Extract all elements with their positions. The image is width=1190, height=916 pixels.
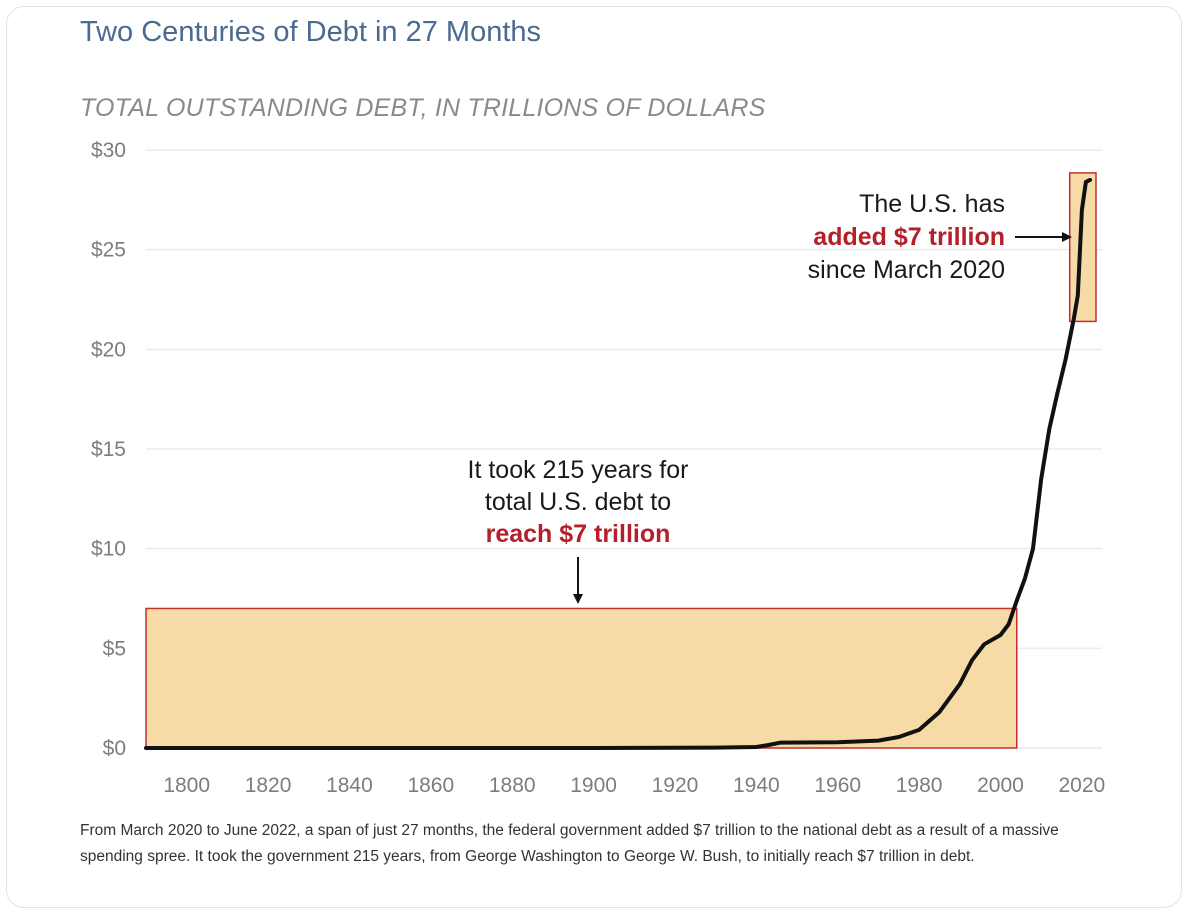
- y-tick-label: $20: [91, 338, 126, 361]
- y-tick-label: $25: [91, 239, 126, 262]
- y-tick-labels: $0 $5 $10 $15 $20 $25 $30: [91, 139, 126, 760]
- x-tick-label: 1860: [407, 774, 454, 797]
- y-tick-label: $0: [103, 737, 126, 760]
- x-tick-label: 1940: [733, 774, 780, 797]
- chart-caption: From March 2020 to June 2022, a span of …: [80, 822, 1059, 865]
- chart-subtitle: TOTAL OUTSTANDING DEBT, IN TRILLIONS OF …: [80, 94, 766, 122]
- x-tick-label: 2020: [1059, 774, 1106, 797]
- y-tick-label: $5: [103, 637, 126, 660]
- chart-card: [6, 6, 1182, 908]
- debt-series-line: [144, 177, 1092, 750]
- x-tick-label: 2000: [977, 774, 1024, 797]
- annotation-recent-line: added $7 trillion: [813, 223, 1005, 251]
- annotation-history-line: It took 215 years for: [468, 456, 689, 484]
- y-tick-label: $15: [91, 438, 126, 461]
- chart-title: Two Centuries of Debt in 27 Months: [80, 16, 542, 48]
- y-tick-label: $30: [91, 139, 126, 162]
- annotation-recent-line: since March 2020: [808, 256, 1005, 284]
- x-tick-label: 1900: [570, 774, 617, 797]
- annotation-recent-line: The U.S. has: [859, 190, 1005, 218]
- x-tick-label: 1820: [245, 774, 292, 797]
- x-tick-label: 1800: [163, 774, 210, 797]
- x-tick-label: 1920: [652, 774, 699, 797]
- annotation-history-line: reach $7 trillion: [486, 520, 671, 548]
- y-tick-label: $10: [91, 538, 126, 561]
- x-tick-label: 1880: [489, 774, 536, 797]
- series-layer: [144, 177, 1092, 750]
- x-tick-labels: 1800 1820 1840 1860 1880 1900 1920 1940 1960 1980…: [163, 774, 1105, 797]
- x-tick-label: 1840: [326, 774, 373, 797]
- annotation-history-line: total U.S. debt to: [485, 488, 671, 516]
- x-tick-label: 1980: [896, 774, 943, 797]
- x-tick-label: 1960: [814, 774, 861, 797]
- first-7-trillion-highlight: [145, 607, 1018, 749]
- annotations-layer: The U.S. has added $7 trillion since March…: [468, 190, 1072, 604]
